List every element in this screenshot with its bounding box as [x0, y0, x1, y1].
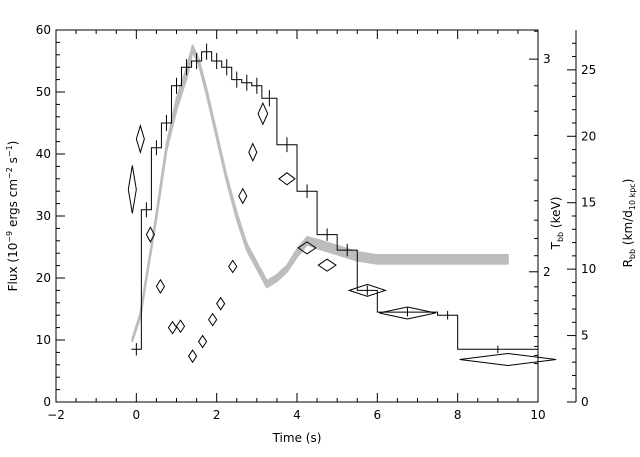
flux-histogram-group	[131, 43, 538, 356]
flux-tick-label: 60	[36, 23, 51, 37]
radius-diamond	[278, 172, 296, 186]
x-axis-label: Time (s)	[272, 431, 322, 445]
radius-diamond	[135, 123, 145, 154]
radius-tick-label: 5	[581, 329, 589, 343]
temp-tick-label: 3	[543, 52, 551, 66]
x-tick-label: 8	[454, 408, 462, 422]
radius-diamond	[155, 278, 166, 295]
flux-tick-label: 40	[36, 147, 51, 161]
radius-diamond	[228, 259, 238, 274]
temp-tick-label: 2	[543, 265, 551, 279]
x-tick-label: 10	[530, 408, 545, 422]
x-tick-label: −2	[47, 408, 65, 422]
radius-diamond	[145, 226, 155, 243]
x-tick-label: 2	[213, 408, 221, 422]
y-axis-label-temperature: Tbb (keV)	[549, 197, 565, 251]
flux-tick-label: 10	[36, 333, 51, 347]
flux-tick-label: 0	[43, 395, 51, 409]
radius-tick-label: 0	[581, 395, 589, 409]
radius-tick-label: 20	[581, 129, 596, 143]
x-tick-label: 6	[374, 408, 382, 422]
y-axis-label-radius: Rbb (km/d10 kpc)	[621, 179, 637, 268]
flux-histogram-line	[131, 51, 538, 350]
radius-diamond-group	[127, 101, 557, 366]
radius-diamond	[347, 283, 387, 297]
temperature-band	[131, 44, 509, 343]
x-tick-label: 4	[293, 408, 301, 422]
radius-diamond	[197, 334, 208, 349]
radius-diamond	[216, 296, 226, 311]
y-axis-label-left: Flux (10−9 ergs cm−2 s−1)	[5, 141, 20, 292]
temperature-band-group	[131, 44, 509, 343]
radius-diamond	[317, 258, 337, 272]
x-tick-label: 0	[133, 408, 141, 422]
radius-tick-label: 15	[581, 196, 596, 210]
radius-tick-label: 10	[581, 262, 596, 276]
radius-diamond	[175, 319, 186, 334]
radius-diamond	[257, 101, 269, 126]
radius-diamond	[208, 312, 218, 327]
radius-tick-label: 25	[581, 63, 596, 77]
radius-diamond	[297, 241, 317, 255]
radius-diamond	[167, 320, 178, 335]
plot-frame	[55, 29, 539, 403]
radius-diamond	[187, 349, 198, 364]
radius-diamond	[248, 142, 258, 163]
flux-tick-label: 20	[36, 271, 51, 285]
radius-diamond	[127, 165, 137, 214]
flux-tick-label: 50	[36, 85, 51, 99]
radius-diamond	[459, 352, 557, 366]
radius-diamond	[379, 306, 436, 320]
radius-diamond	[238, 187, 248, 205]
flux-tick-label: 30	[36, 209, 51, 223]
